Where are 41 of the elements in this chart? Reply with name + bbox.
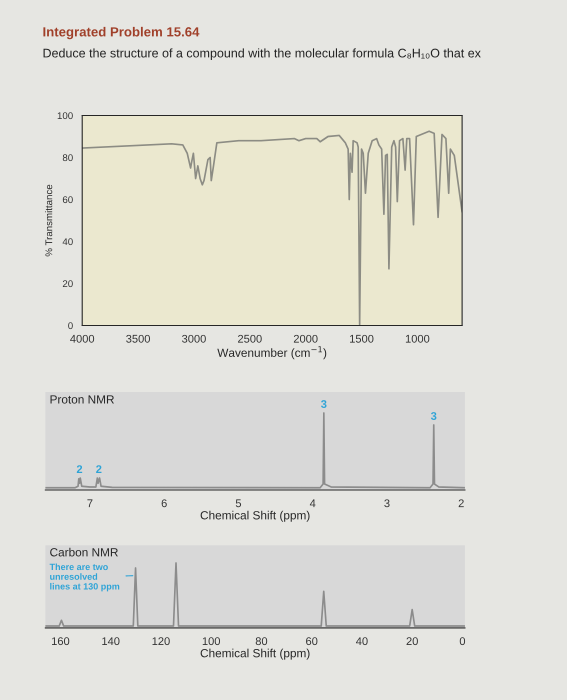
x-tick-label: 7 [87, 499, 92, 508]
x-tick-label: 60 [306, 637, 318, 646]
x-tick-label: 3000 [182, 334, 206, 343]
y-tick-label: 0 [68, 322, 73, 330]
y-tick-label: 20 [62, 280, 73, 288]
chart-title: Carbon NMR [50, 548, 118, 556]
x-tick-label: 160 [52, 637, 70, 646]
x-tick-label: 20 [406, 637, 418, 646]
x-tick-label: 3 [384, 499, 390, 508]
y-tick-label: 80 [62, 154, 73, 162]
x-tick-label: 2 [458, 499, 464, 508]
x-tick-label: 0 [460, 637, 466, 646]
x-tick-label: 120 [152, 637, 170, 646]
annotation: 3 [430, 412, 436, 420]
x-tick-label: 4000 [70, 334, 94, 343]
x-tick-label: 1000 [406, 334, 430, 343]
annotation: 2 [96, 465, 102, 473]
x-tick-label: 5 [236, 499, 242, 508]
x-tick-label: 80 [256, 637, 268, 646]
y-tick-label: 60 [62, 196, 73, 204]
x-axis-title: Chemical Shift (ppm) [200, 648, 310, 660]
annotation: 3 [321, 400, 327, 408]
x-tick-label: 3500 [126, 334, 150, 343]
y-axis-title: % Transmittance [45, 184, 52, 256]
chart-title: Proton NMR [50, 395, 114, 404]
chart-subtitle: Deduce the structure of a compound with the molecular formula C₈H₁₀O that ex [44, 48, 481, 60]
x-tick-label: 140 [102, 637, 120, 646]
y-tick-label: 100 [58, 112, 73, 120]
x-tick-label: 4 [310, 499, 316, 508]
x-tick-label: 40 [356, 637, 368, 646]
x-tick-label: 2500 [238, 334, 262, 343]
y-tick-label: 40 [62, 238, 73, 246]
annotation: There are two unresolved lines at 130 ppm [50, 563, 120, 592]
x-tick-label: 100 [202, 637, 220, 646]
chart-title: Integrated Problem 15.64 [43, 26, 200, 40]
x-tick-label: 6 [162, 499, 167, 508]
x-axis-title: Wavenumber (cm$^{−1}$) [217, 346, 326, 360]
x-tick-label: 1500 [350, 334, 374, 343]
x-axis-title: Chemical Shift (ppm) [200, 510, 310, 522]
annotation: 2 [76, 465, 82, 473]
x-tick-label: 2000 [294, 334, 318, 343]
